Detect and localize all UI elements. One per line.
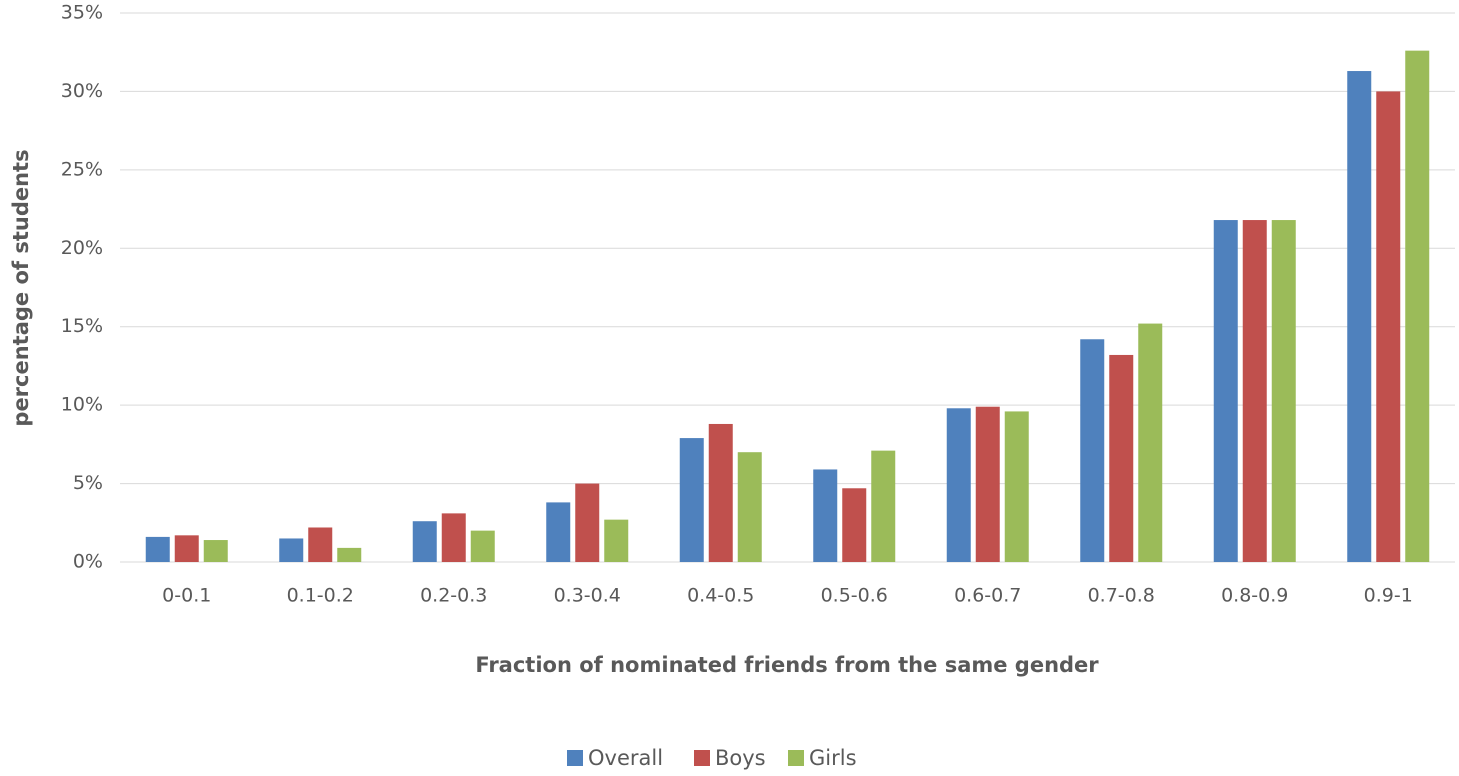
y-tick-label: 0% (73, 551, 103, 573)
legend-swatch (788, 750, 804, 766)
x-tick-label: 0.9-1 (1364, 585, 1413, 607)
bar (575, 483, 600, 562)
bar (1271, 220, 1296, 562)
x-tick-label: 0.7-0.8 (1088, 585, 1155, 607)
x-tick-label: 0.8-0.9 (1221, 585, 1288, 607)
x-tick-label: 0.5-0.6 (821, 585, 888, 607)
y-tick-label: 20% (61, 237, 103, 259)
y-tick-label: 15% (61, 315, 103, 337)
bar (174, 535, 199, 562)
bar (604, 519, 629, 562)
bar (975, 406, 1000, 562)
y-tick-label: 5% (73, 472, 103, 494)
y-tick-label: 30% (61, 80, 103, 102)
bar (145, 536, 170, 562)
x-tick-label: 0.1-0.2 (287, 585, 354, 607)
bar (1138, 323, 1163, 562)
bar (1213, 220, 1238, 562)
bar (708, 423, 733, 562)
x-tick-label: 0.3-0.4 (554, 585, 621, 607)
bar (1109, 354, 1134, 562)
y-tick-label: 10% (61, 394, 103, 416)
legend-swatch (694, 750, 710, 766)
legend-label: Boys (715, 746, 766, 770)
bar (412, 521, 437, 562)
bar (871, 450, 896, 562)
bar (308, 527, 333, 562)
bar (1004, 411, 1029, 562)
legend-label: Girls (809, 746, 857, 770)
y-tick-label: 25% (61, 158, 103, 180)
bar (1080, 339, 1105, 562)
bar (1242, 220, 1267, 562)
bar (441, 513, 466, 562)
y-axis-title: percentage of students (9, 149, 33, 426)
bar (1347, 71, 1372, 562)
bar (842, 488, 867, 562)
bar (546, 502, 571, 562)
bar (279, 538, 304, 562)
x-tick-label: 0.6-0.7 (954, 585, 1021, 607)
legend-swatch (567, 750, 583, 766)
x-axis-title: Fraction of nominated friends from the s… (475, 653, 1099, 677)
bar (946, 408, 971, 562)
bar (1376, 91, 1401, 562)
bar (337, 547, 362, 562)
x-tick-label: 0.2-0.3 (420, 585, 487, 607)
x-tick-label: 0-0.1 (162, 585, 211, 607)
x-tick-label: 0.4-0.5 (687, 585, 754, 607)
bar (813, 469, 838, 562)
bar (679, 438, 704, 562)
bar (203, 540, 228, 562)
bar (1405, 50, 1430, 562)
bar (737, 452, 762, 562)
bar (470, 530, 495, 562)
legend-label: Overall (588, 746, 663, 770)
y-tick-label: 35% (61, 2, 103, 24)
